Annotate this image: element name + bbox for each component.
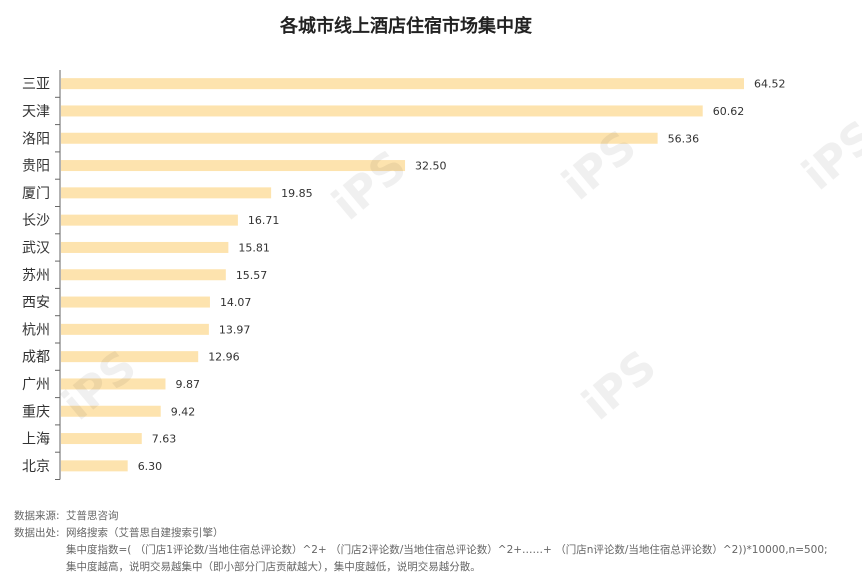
data-label: 13.97 [219,323,251,336]
category-label: 重庆 [22,404,50,420]
data-label: 19.85 [281,187,313,200]
bar [61,241,229,253]
bar [61,405,161,417]
data-label: 6.30 [138,460,163,473]
data-label: 15.81 [238,241,270,254]
bar [61,105,703,117]
data-label: 12.96 [208,351,240,364]
category-label: 厦门 [22,186,50,202]
bar [61,78,744,90]
origin-value: 网络搜索（艾普思自建搜索引擎） [66,527,224,539]
data-label: 15.57 [236,269,267,282]
data-label: 9.42 [171,405,196,418]
category-label: 贵阳 [22,159,50,175]
data-label: 32.50 [415,160,447,173]
chart-notes: 数据来源: 艾普思咨询 数据出处: 网络搜索（艾普思自建搜索引擎） 集中度指数=… [14,508,828,576]
category-label: 武汉 [22,240,50,256]
bar [61,296,210,308]
data-label: 9.87 [175,378,200,391]
bar [61,433,142,445]
origin-row: 数据出处: 网络搜索（艾普思自建搜索引擎） [14,525,828,542]
category-label: 洛阳 [22,131,50,147]
category-label: 天津 [22,104,50,120]
category-label: 上海 [22,432,50,448]
data-label: 7.63 [152,433,177,446]
data-label: 16.71 [248,214,280,227]
data-label: 56.36 [668,132,700,145]
category-label: 长沙 [22,213,50,229]
data-label: 60.62 [713,105,745,118]
source-row: 数据来源: 艾普思咨询 [14,508,828,525]
bar [61,323,209,335]
category-label: 苏州 [22,268,50,284]
bar-chart: 三亚 64.52 天津 60.62 洛阳 56.36 贵阳 32.50 厦门 19.85 长沙 16.… [22,70,786,480]
data-label: 14.07 [220,296,252,309]
category-label: 广州 [22,377,50,393]
source-value: 艾普思咨询 [66,510,119,522]
bar [61,160,406,172]
category-label: 三亚 [22,77,50,93]
explanation-note: 集中度越高，说明交易越集中（即小部分门店贡献越大），集中度越低，说明交易越分散。 [66,561,481,573]
bar [61,351,199,363]
bar [61,460,128,472]
bar [61,269,226,281]
chart-title: 各城市线上酒店住宿市场集中度 [280,16,532,37]
category-label: 成都 [22,350,50,366]
bar [61,214,238,226]
bar [61,378,166,390]
category-label: 杭州 [22,322,50,338]
bar [61,187,272,199]
source-label: 数据来源: [14,510,60,522]
formula-note: 集中度指数=( （门店1评论数/当地住宿总评论数）^2+ （门店2评论数/当地住… [66,544,828,556]
data-label: 64.52 [754,78,786,91]
category-label: 西安 [22,295,50,311]
bar [61,132,658,144]
category-label: 北京 [22,459,50,475]
origin-label: 数据出处: [14,527,60,539]
